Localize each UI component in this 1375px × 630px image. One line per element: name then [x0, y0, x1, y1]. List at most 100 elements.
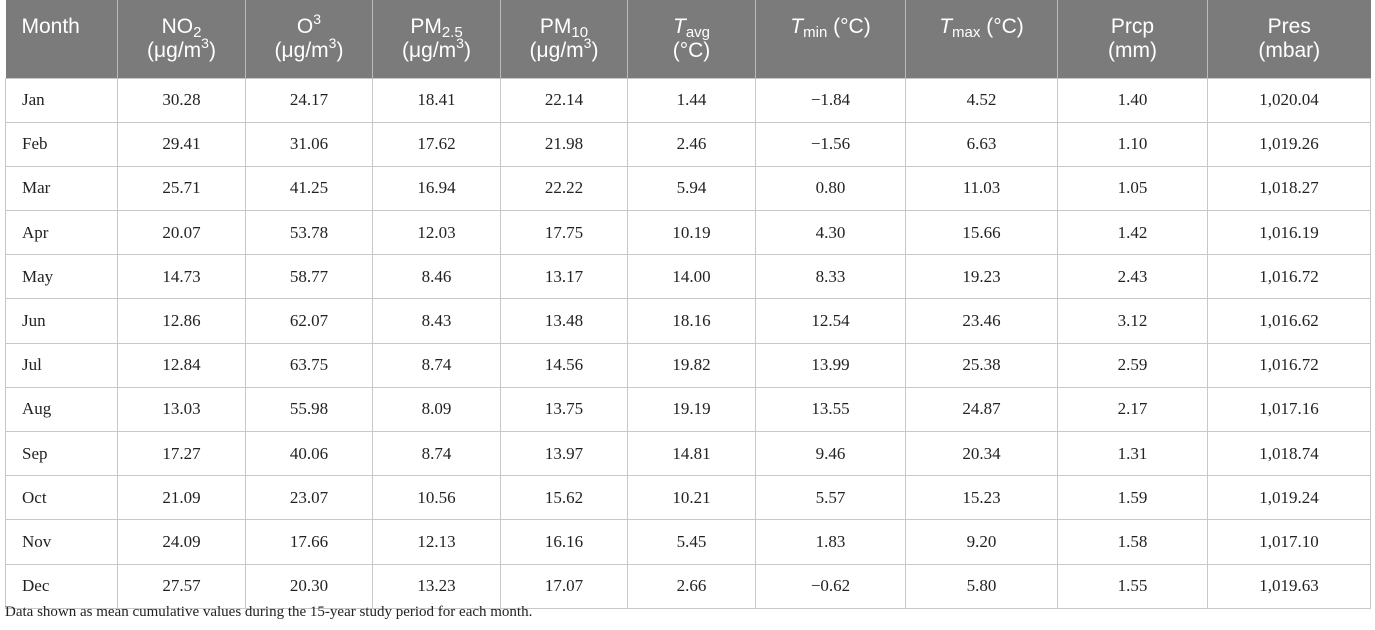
value-cell: 12.03 — [372, 210, 501, 256]
value-cell: 17.07 — [500, 563, 628, 609]
value-cell: 1.42 — [1057, 210, 1208, 256]
value-cell: 12.54 — [755, 298, 906, 344]
month-cell: Jun — [5, 298, 118, 344]
value-cell: 15.66 — [905, 210, 1058, 256]
value-cell: 8.33 — [755, 254, 906, 300]
value-cell: 8.43 — [372, 298, 501, 344]
header-text: PM — [410, 15, 442, 38]
value-cell: 4.30 — [755, 210, 906, 256]
value-cell: 13.97 — [500, 430, 628, 477]
table-row: Oct 21.09 23.07 10.56 15.62 10.21 5.57 15.23 1.5… — [5, 475, 1371, 521]
value-cell: 29.41 — [117, 121, 246, 167]
header-text: T — [672, 15, 686, 38]
month-cell: May — [5, 254, 118, 300]
header-text: T — [790, 15, 804, 38]
value-cell: 14.81 — [627, 430, 756, 477]
month-cell: Jan — [5, 77, 118, 123]
table-wrap: Month NO2 (μg/m3) O3 (μg/m3) PM2.5 (μg/m3) PM10… — [5, 0, 1371, 609]
value-cell: 12.86 — [117, 298, 246, 344]
value-cell: 0.80 — [755, 165, 906, 212]
value-cell: 41.25 — [245, 165, 373, 212]
value-cell: 1,019.24 — [1207, 475, 1371, 521]
value-cell: 13.17 — [500, 254, 628, 300]
month-cell: Oct — [5, 475, 118, 521]
value-cell: 12.13 — [372, 519, 501, 565]
value-cell: 1.10 — [1057, 121, 1208, 167]
value-cell: 1,019.26 — [1207, 121, 1371, 167]
value-cell: 5.94 — [627, 165, 756, 212]
header-text: (mm) — [1108, 39, 1157, 62]
value-cell: 4.52 — [905, 77, 1058, 123]
header-text: 2 — [193, 24, 202, 41]
value-cell: 1.83 — [755, 519, 906, 565]
header-text: 2.5 — [441, 24, 463, 41]
header-text: (μg/m — [274, 39, 329, 62]
value-cell: 53.78 — [245, 210, 373, 256]
value-cell: 40.06 — [245, 430, 373, 477]
header-text: (μg/m — [147, 39, 202, 62]
header-text: ) — [208, 39, 216, 62]
header-text: (mbar) — [1258, 39, 1321, 62]
value-cell: 21.09 — [117, 475, 246, 521]
value-cell: 63.75 — [245, 342, 373, 388]
value-cell: 27.57 — [117, 563, 246, 609]
header-text: (μg/m — [529, 39, 584, 62]
value-cell: 9.20 — [905, 519, 1058, 565]
value-cell: 17.27 — [117, 430, 246, 477]
value-cell: 1.58 — [1057, 519, 1208, 565]
value-cell: 1,019.63 — [1207, 563, 1371, 609]
month-cell: Feb — [5, 121, 118, 167]
table-row: May 14.73 58.77 8.46 13.17 14.00 8.33 19.23 2.43… — [5, 254, 1371, 300]
value-cell: 1,018.74 — [1207, 430, 1371, 477]
value-cell: 11.03 — [905, 165, 1058, 212]
value-cell: 55.98 — [245, 386, 373, 433]
value-cell: 5.57 — [755, 475, 906, 521]
header-row: Month NO2 (μg/m3) O3 (μg/m3) PM2.5 (μg/m3) PM10… — [5, 0, 1371, 78]
value-cell: −0.62 — [755, 563, 906, 609]
value-cell: 1,020.04 — [1207, 77, 1371, 123]
header-text: max — [952, 24, 981, 41]
value-cell: 1,016.72 — [1207, 254, 1371, 300]
month-cell: Sep — [5, 430, 118, 477]
data-table: Month NO2 (μg/m3) O3 (μg/m3) PM2.5 (μg/m3) PM10… — [5, 0, 1371, 609]
value-cell: 2.66 — [627, 563, 756, 609]
value-cell: 1,018.27 — [1207, 165, 1371, 212]
value-cell: 2.59 — [1057, 342, 1208, 388]
value-cell: 17.75 — [500, 210, 628, 256]
value-cell: 3.12 — [1057, 298, 1208, 344]
value-cell: 13.48 — [500, 298, 628, 344]
value-cell: 6.63 — [905, 121, 1058, 167]
value-cell: 1.55 — [1057, 563, 1208, 609]
header-text: NO — [161, 15, 194, 38]
header-text: 3 — [201, 35, 209, 51]
table-row: Jul 12.84 63.75 8.74 14.56 19.82 13.99 25.38 2.5… — [5, 342, 1371, 388]
header-text: 3 — [328, 35, 337, 51]
month-cell: Aug — [5, 386, 118, 433]
value-cell: 30.28 — [117, 77, 246, 123]
month-cell: Nov — [5, 519, 118, 565]
header-text: avg — [685, 24, 710, 41]
footnote: Data shown as mean cumulative values dur… — [5, 604, 533, 620]
value-cell: 22.22 — [500, 165, 628, 212]
header-cell: Month — [5, 0, 118, 78]
header-text: (°C) — [827, 15, 871, 38]
value-cell: 19.82 — [627, 342, 756, 388]
header-text: (°C) — [980, 15, 1024, 38]
value-cell: 24.17 — [245, 77, 373, 123]
table-row: Dec 27.57 20.30 13.23 17.07 2.66 −0.62 5.80 1.55… — [5, 563, 1371, 609]
value-cell: 10.21 — [627, 475, 756, 521]
value-cell: 16.16 — [500, 519, 628, 565]
table-row: Feb 29.41 31.06 17.62 21.98 2.46 −1.56 6.63 1.10… — [5, 121, 1371, 167]
value-cell: 20.34 — [905, 430, 1058, 477]
value-cell: 13.99 — [755, 342, 906, 388]
header-text: ) — [336, 39, 344, 62]
month-cell: Mar — [5, 165, 118, 212]
value-cell: 19.23 — [905, 254, 1058, 300]
value-cell: 1.59 — [1057, 475, 1208, 521]
header-cell: PM2.5 (μg/m3) — [372, 0, 501, 78]
value-cell: 1,017.16 — [1207, 386, 1371, 433]
value-cell: 62.07 — [245, 298, 373, 344]
value-cell: 2.43 — [1057, 254, 1208, 300]
value-cell: 1,016.19 — [1207, 210, 1371, 256]
